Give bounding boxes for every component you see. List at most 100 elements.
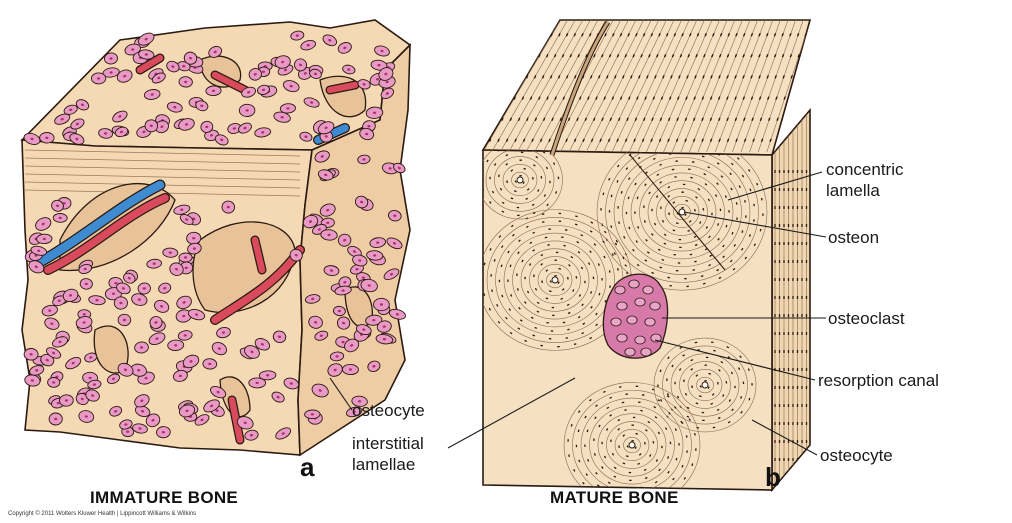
osteocyte-cell: [311, 383, 329, 398]
osteocyte-cell: [158, 282, 172, 294]
osteocyte-cell: [54, 113, 71, 125]
osteocyte-cell: [23, 132, 41, 145]
osteocyte-cell: [290, 30, 305, 41]
osteocyte-cell: [138, 49, 155, 60]
osteocyte-cell: [336, 316, 351, 330]
caption-mature-bone: MATURE BONE: [550, 488, 679, 507]
osteoclast-nucleus: [616, 301, 628, 311]
osteoclast-nuclei: [610, 279, 662, 357]
osteocyte-cell: [314, 330, 329, 341]
osteocyte-cell: [317, 169, 334, 181]
osteocyte-cell: [319, 203, 336, 217]
osteocyte-cell: [36, 233, 53, 245]
osteocyte-cell: [166, 101, 183, 113]
osteocyte-cell: [274, 55, 291, 69]
osteocyte-cell: [29, 365, 45, 376]
osteocyte-cell: [137, 282, 151, 295]
caption-immature-bone: IMMATURE BONE: [90, 488, 239, 507]
osteocyte-cell: [143, 89, 161, 100]
osteocyte-cell: [300, 39, 317, 51]
osteocyte-cell: [39, 132, 55, 144]
copyright-notice: Copyright © 2011 Wolters Kluwer Health |…: [8, 511, 197, 517]
osteocyte-cell: [187, 308, 206, 321]
osteocyte-cell: [279, 103, 296, 114]
osteoclast-nucleus: [626, 315, 638, 325]
label-osteocyte-b: osteocyte: [820, 446, 893, 465]
osteocyte-cell: [293, 58, 308, 72]
osteocyte-cell: [258, 370, 277, 381]
osteocyte-cell: [35, 217, 52, 231]
osteocyte-cell: [98, 128, 114, 139]
osteocyte-cell: [156, 426, 171, 439]
osteocyte-cell: [151, 72, 166, 84]
osteocyte-cell: [203, 399, 220, 413]
immature-bone-block: [20, 19, 412, 457]
label-osteocyte-a: osteocyte: [352, 401, 425, 420]
osteocyte-cell: [24, 374, 41, 387]
osteocyte-cell: [323, 265, 340, 277]
osteocyte-cell: [378, 67, 394, 81]
osteocyte-cell: [146, 258, 163, 269]
osteocyte-cell: [299, 131, 313, 142]
label-osteoclast: osteoclast: [828, 309, 905, 328]
osteocyte-cell: [179, 214, 194, 225]
label-osteon: osteon: [828, 228, 880, 247]
osteocyte-cells: [23, 30, 406, 441]
osteocyte-cell: [208, 45, 223, 58]
osteocyte-cell: [195, 100, 209, 112]
osteocyte-cell: [238, 122, 252, 134]
osteocyte-cell: [112, 110, 128, 123]
osteocyte-cell: [359, 127, 375, 141]
osteocyte-cell: [329, 351, 345, 362]
osteocyte-cell: [88, 295, 106, 306]
osteocyte-cell: [370, 59, 388, 71]
osteocyte-cell: [244, 429, 259, 441]
osteocyte-cell: [283, 377, 300, 390]
osteocyte-cell: [327, 363, 343, 377]
osteocyte-cell: [178, 252, 193, 263]
osteocyte-cell: [149, 316, 163, 329]
osteocyte-cell: [116, 69, 133, 83]
osteocyte-cell: [187, 242, 202, 255]
osteocyte-cell: [272, 330, 287, 344]
osteocyte-cell: [182, 354, 200, 369]
osteoclast-nucleus: [616, 333, 628, 343]
osteocyte-cell: [75, 99, 90, 111]
osteocyte-cell: [106, 373, 121, 384]
osteocyte-cell: [360, 278, 378, 293]
osteocyte-cell: [63, 104, 78, 115]
osteocyte-cell: [200, 120, 214, 133]
osteocyte-cell: [388, 308, 406, 320]
panel-letter-b: b: [765, 462, 781, 492]
osteocyte-cell: [167, 339, 185, 351]
osteocyte-cell: [166, 60, 180, 73]
osteocyte-cell: [40, 353, 55, 367]
osteoclast-nucleus: [634, 335, 646, 345]
osteon: [653, 337, 757, 433]
osteocyte-cell: [134, 341, 149, 354]
osteocyte-cell: [178, 404, 196, 418]
osteocyte-cell: [145, 413, 161, 428]
osteocyte-cell: [308, 315, 323, 329]
osteoclast-nucleus: [644, 317, 656, 327]
osteocyte-cell: [271, 391, 285, 403]
osteocyte-cell: [302, 214, 319, 229]
osteocyte-cell: [393, 162, 406, 174]
osteocyte-cell: [178, 118, 195, 131]
osteocyte-cell: [84, 352, 98, 363]
pointer-concentric: [727, 171, 823, 201]
osteocyte-cell: [352, 254, 368, 267]
osteocyte-cell: [75, 392, 89, 406]
osteoclast-nucleus: [624, 347, 636, 357]
osteocyte-cell: [354, 195, 369, 209]
osteocyte-cell: [210, 385, 227, 399]
osteocyte-cell: [172, 369, 188, 382]
osteocyte-cell: [309, 68, 322, 79]
osteocyte-cell: [113, 296, 128, 310]
osteocyte-cell: [134, 394, 150, 408]
osteon: [596, 150, 768, 291]
osteocyte-cell: [248, 68, 262, 81]
osteocyte-cell: [238, 103, 256, 117]
osteoclast-nucleus: [642, 285, 654, 295]
